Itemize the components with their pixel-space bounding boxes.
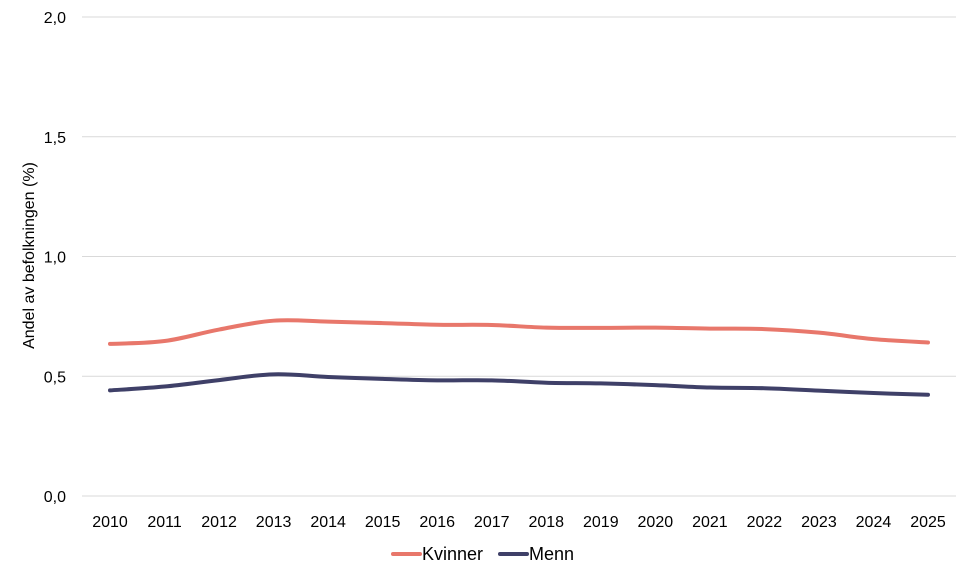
y-tick-label: 0,5 bbox=[44, 369, 66, 386]
x-tick-label: 2012 bbox=[201, 514, 237, 531]
x-tick-label: 2024 bbox=[856, 514, 892, 531]
x-tick-label: 2015 bbox=[365, 514, 401, 531]
y-tick-label: 1,0 bbox=[44, 250, 66, 267]
legend-item-kvinner: Kvinner bbox=[391, 544, 483, 564]
x-tick-label: 2017 bbox=[474, 514, 510, 531]
x-tick-label: 2010 bbox=[92, 514, 128, 531]
gridlines bbox=[82, 16, 956, 497]
x-tick-label: 2023 bbox=[801, 514, 837, 531]
x-tick-label: 2011 bbox=[147, 514, 182, 531]
x-tick-label: 2013 bbox=[256, 514, 292, 531]
y-tick-label: 1,5 bbox=[44, 130, 66, 147]
legend-item-menn: Menn bbox=[498, 544, 574, 564]
x-tick-label: 2014 bbox=[310, 514, 346, 531]
x-tick-label: 2022 bbox=[747, 514, 783, 531]
series-lines bbox=[108, 318, 930, 397]
x-tick-label: 2019 bbox=[583, 514, 619, 531]
x-axis-tick-labels: 2010 2011 2012 2013 2014 2015 2016 2017 2018 2019… bbox=[92, 514, 946, 531]
series-line-kvinner bbox=[108, 318, 930, 346]
x-tick-label: 2021 bbox=[692, 514, 728, 531]
legend-label: Kvinner bbox=[422, 544, 483, 564]
series-line-menn bbox=[108, 372, 930, 397]
legend-label: Menn bbox=[529, 544, 574, 564]
legend: Kvinner Menn bbox=[391, 544, 574, 564]
x-tick-label: 2018 bbox=[528, 514, 564, 531]
x-tick-label: 2025 bbox=[910, 514, 946, 531]
x-tick-label: 2020 bbox=[638, 514, 674, 531]
y-tick-label: 2,0 bbox=[44, 10, 66, 27]
y-axis-tick-labels: 0,0 0,5 1,0 1,5 2,0 bbox=[44, 10, 66, 506]
y-tick-label: 0,0 bbox=[44, 489, 66, 506]
x-tick-label: 2016 bbox=[419, 514, 455, 531]
y-axis-title: Andel av befolkningen (%) bbox=[21, 162, 38, 349]
